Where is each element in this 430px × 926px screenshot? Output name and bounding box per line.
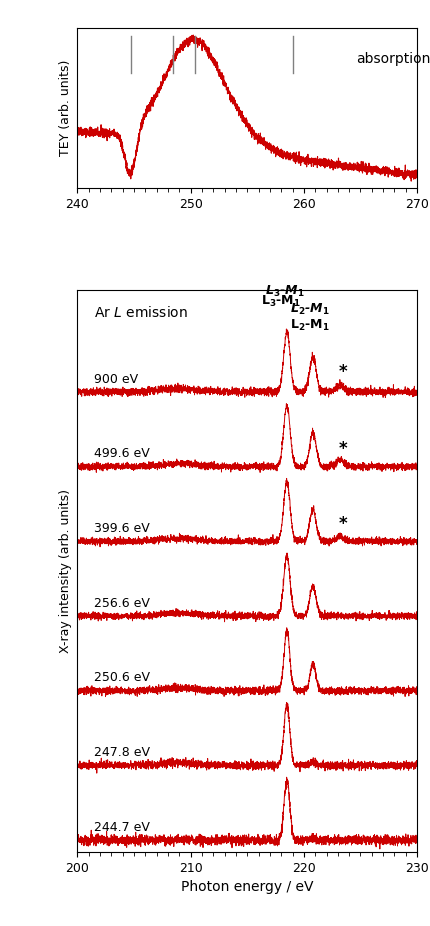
Text: Ar $\mathit{L}$ emission: Ar $\mathit{L}$ emission (95, 306, 188, 320)
Text: 247.8 eV: 247.8 eV (95, 746, 150, 759)
Text: 250.6 eV: 250.6 eV (95, 671, 150, 684)
Text: 399.6 eV: 399.6 eV (95, 522, 150, 535)
Text: 244.7 eV: 244.7 eV (95, 820, 150, 833)
Text: 256.6 eV: 256.6 eV (95, 596, 150, 609)
Text: *: * (339, 363, 348, 382)
Text: $\mathbf{L_3}$-$\mathbf{M_1}$: $\mathbf{L_3}$-$\mathbf{M_1}$ (261, 294, 301, 309)
Y-axis label: TEY (arb. units): TEY (arb. units) (59, 60, 72, 156)
Text: $\mathbf{L_2}$-$\mathbf{M_1}$: $\mathbf{L_2}$-$\mathbf{M_1}$ (290, 318, 329, 332)
Y-axis label: X-ray intensity (arb. units): X-ray intensity (arb. units) (59, 489, 72, 653)
Text: *: * (339, 515, 348, 533)
Text: absorption: absorption (356, 52, 430, 66)
Text: $\bfit{L}$$_\mathbf{3}$-$\bfit{M}$$_\mathbf{1}$: $\bfit{L}$$_\mathbf{3}$-$\bfit{M}$$_\mat… (265, 284, 304, 299)
X-axis label: Photon energy / eV: Photon energy / eV (181, 881, 313, 895)
Text: $\bfit{L}$$_\mathbf{2}$-$\bfit{M}$$_\mathbf{1}$: $\bfit{L}$$_\mathbf{2}$-$\bfit{M}$$_\mat… (290, 302, 329, 318)
Text: 499.6 eV: 499.6 eV (95, 447, 150, 460)
Text: 900 eV: 900 eV (95, 372, 138, 385)
Text: *: * (339, 440, 348, 458)
